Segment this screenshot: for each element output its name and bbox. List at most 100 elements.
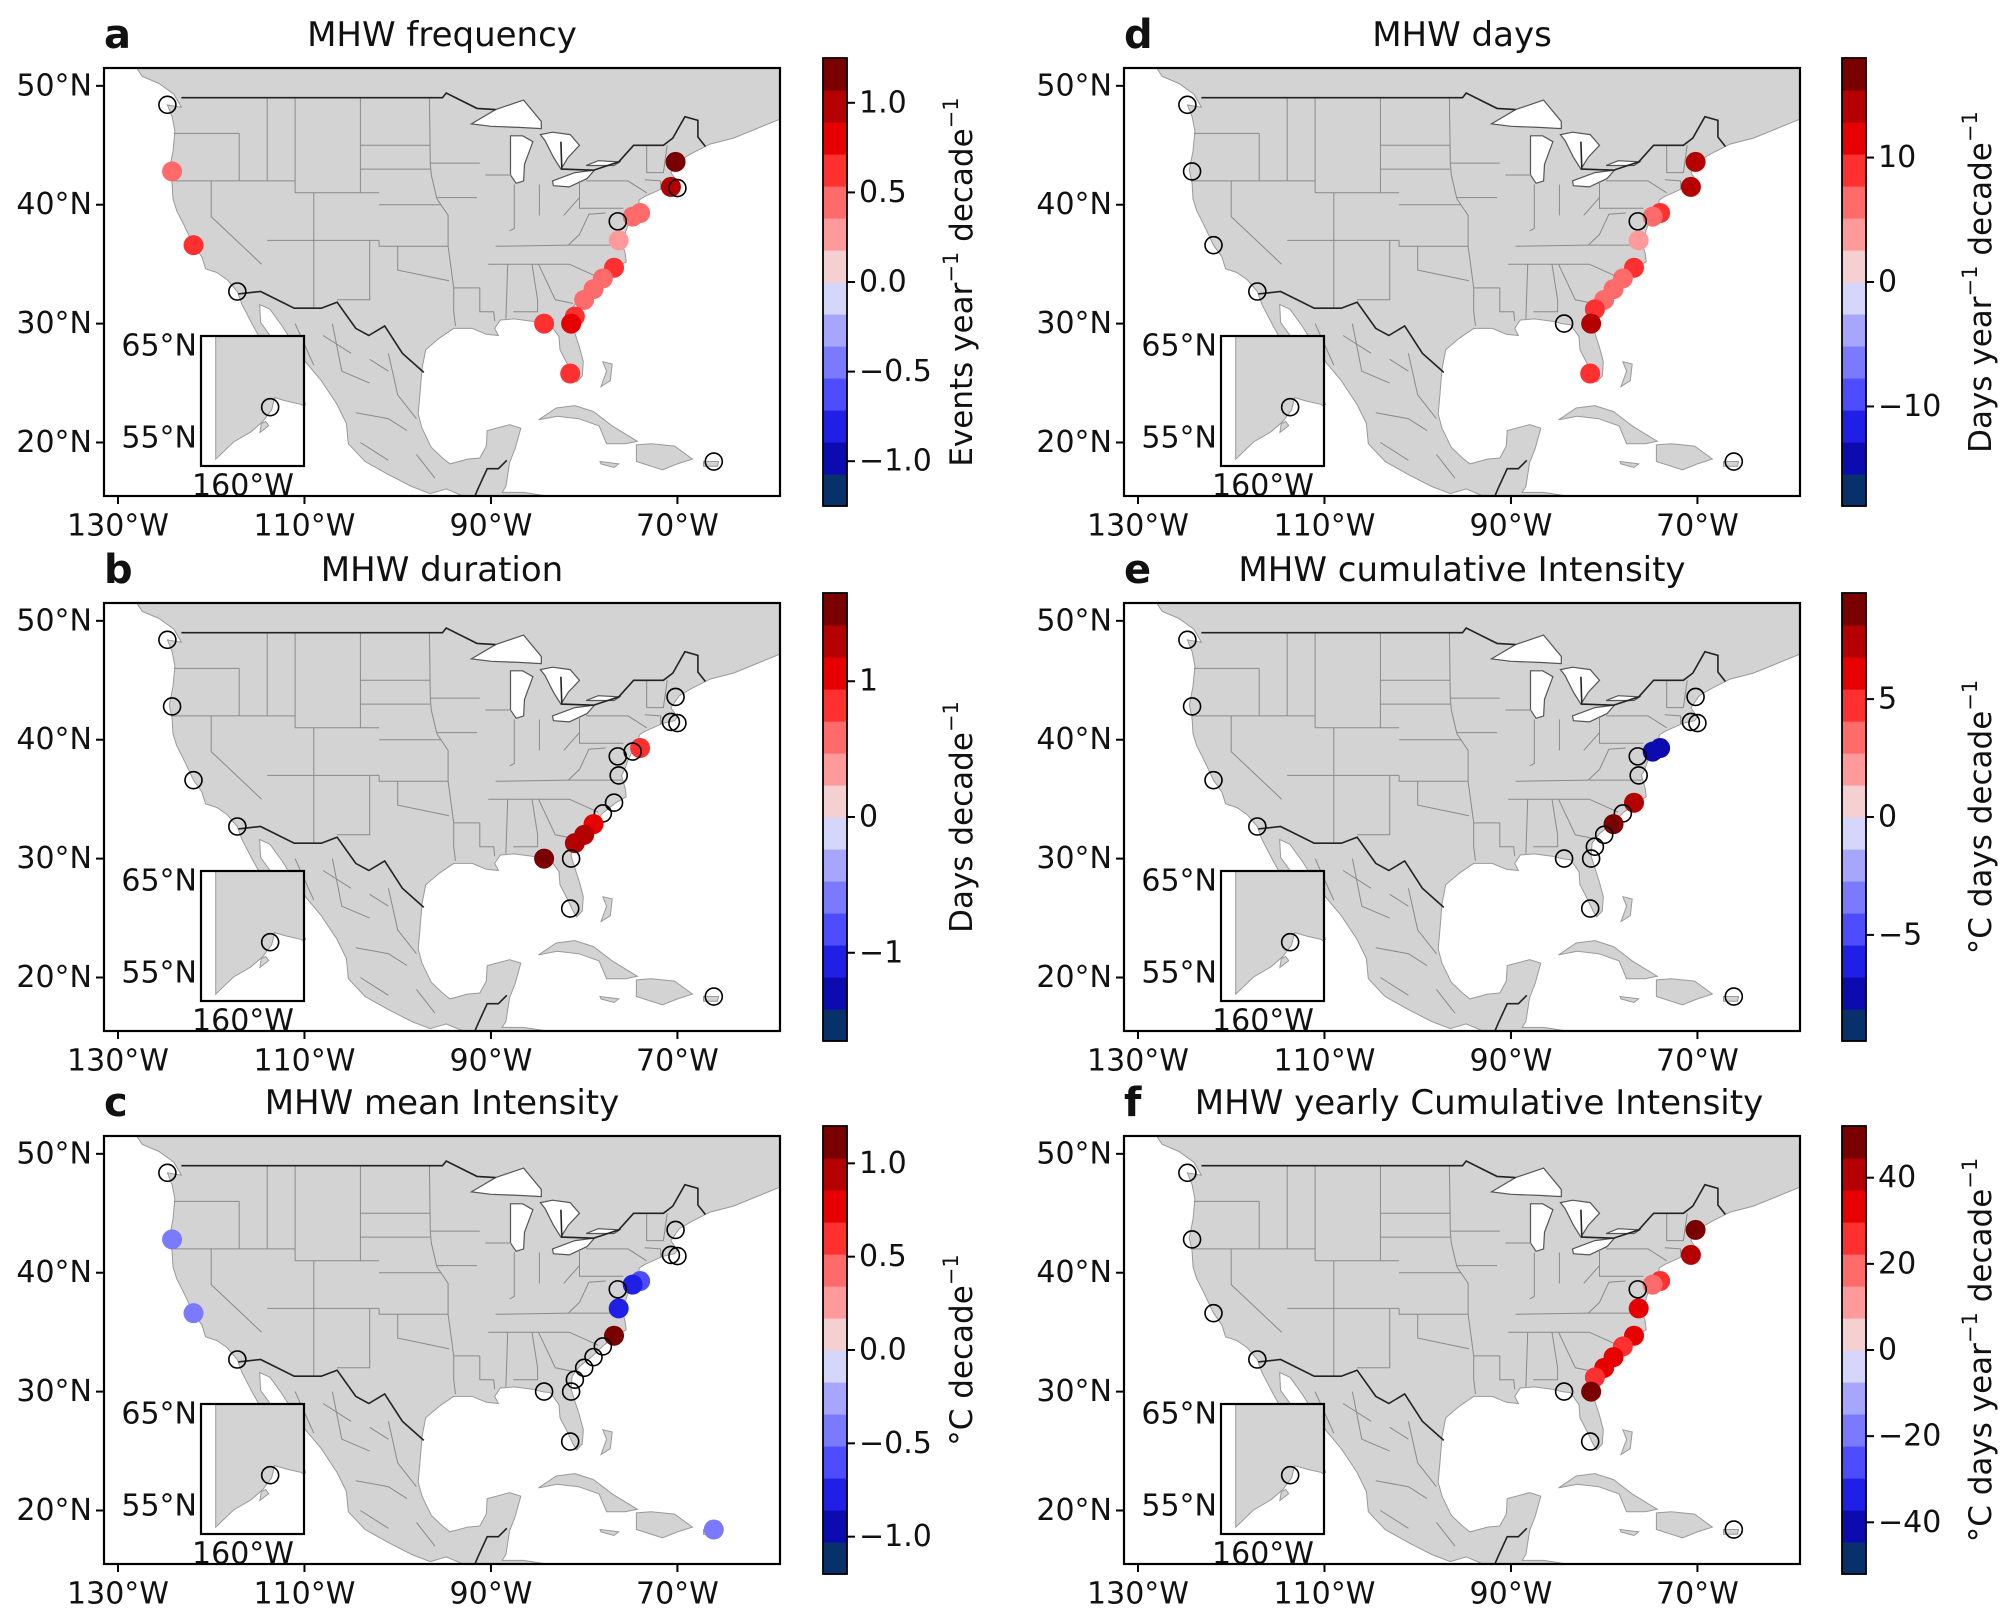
great-lake [551, 1237, 596, 1256]
station-marker-significant [162, 1229, 183, 1250]
station-marker-insignificant [1204, 1303, 1223, 1323]
caribbean-island [1558, 1473, 1659, 1513]
colorbar-segment [823, 378, 847, 411]
state-border [538, 1331, 574, 1372]
station-marker-insignificant [1182, 697, 1202, 716]
map-frame [1122, 1134, 1802, 1566]
state-border [586, 715, 647, 729]
x-tick-label: 110°W [254, 1044, 356, 1079]
y-tick-label: 40°N [16, 722, 92, 757]
station-marker-significant [1680, 1244, 1701, 1265]
station-marker-insignificant [1248, 817, 1267, 836]
country-border [1201, 1159, 1516, 1179]
north-america-land [1124, 68, 1800, 496]
station-marker-insignificant [661, 712, 681, 732]
y-tick-label: 50°N [16, 603, 92, 638]
colorbar-label: Days year−1 decade−1 [1958, 111, 1999, 453]
station-marker-significant [564, 833, 585, 854]
colorbar-segment [1842, 1009, 1866, 1042]
colorbar-segment [1842, 1382, 1866, 1415]
station-marker-significant [1628, 230, 1649, 251]
colorbar-segment [823, 1510, 847, 1543]
state-border [513, 1332, 539, 1381]
colorbar-segment [1842, 977, 1866, 1010]
country-border [238, 825, 425, 908]
caribbean-island [1619, 995, 1640, 1004]
great-lake [539, 131, 581, 171]
y-tick-label: 50°N [1036, 1136, 1112, 1171]
state-border [397, 781, 450, 817]
x-tick-label: 130°W [67, 509, 169, 544]
caribbean-island [703, 996, 720, 1002]
colorbar-segment [823, 1126, 847, 1159]
state-border [1351, 1391, 1390, 1452]
state-border [1664, 1247, 1681, 1250]
station-marker-insignificant [704, 452, 724, 471]
station-marker-insignificant [1178, 1163, 1197, 1183]
great-lake [509, 135, 534, 185]
inset-lat-label-65n: 65°N [1141, 1397, 1217, 1432]
colorbar-tick-label: 1.0 [859, 1146, 907, 1181]
state-border [369, 358, 389, 372]
state-border [322, 1403, 352, 1422]
state-border [1230, 180, 1282, 265]
colorbar-segment [1842, 817, 1866, 850]
state-border [1606, 1248, 1667, 1262]
colorbar-tick-label: −10 [1878, 389, 1941, 424]
state-border [1398, 1308, 1469, 1315]
y-tick-label: 20°N [1036, 960, 1112, 995]
panel-title: MHW mean Intensity [265, 1083, 620, 1123]
colorbar-segment [823, 410, 847, 443]
state-border [1587, 747, 1626, 781]
great-lake [509, 670, 534, 720]
station-marker-insignificant [260, 397, 280, 417]
state-border [360, 1510, 389, 1529]
alaska-land [1235, 871, 1324, 996]
colorbar-tick-label: 0.5 [859, 175, 907, 210]
inset-lat-label-55n: 55°N [1141, 956, 1217, 991]
y-tick-label: 30°N [1036, 841, 1112, 876]
colorbar-segment [823, 849, 847, 882]
state-border [1436, 1522, 1456, 1547]
inset-lon-label-160w: 160°W [192, 469, 294, 504]
alaska-land [259, 955, 270, 969]
country-border [1258, 1358, 1445, 1441]
state-border [1558, 798, 1594, 839]
station-marker-significant [183, 1303, 204, 1324]
panel-a: 65°N 55°N 160°W 130°W 110°W 90°W 70°W 50°N 40°N 3… [16, 12, 980, 544]
state-border [1407, 353, 1437, 420]
station-marker-significant [560, 363, 581, 384]
x-tick-label: 90°W [450, 1044, 533, 1079]
station-marker-insignificant [1628, 1280, 1648, 1299]
state-border [513, 799, 539, 848]
state-border [505, 1332, 509, 1387]
caribbean-island [538, 1473, 639, 1513]
x-tick-label: 90°W [450, 1577, 533, 1610]
station-marker-insignificant [1554, 849, 1574, 868]
x-tick-label: 110°W [1274, 1044, 1376, 1079]
station-marker-insignificant [1280, 932, 1300, 952]
state-border [479, 287, 496, 322]
x-tick-label: 70°W [1656, 1044, 1739, 1079]
caribbean-island [1620, 360, 1633, 388]
station-marker-insignificant [668, 1246, 687, 1266]
colorbar-tick-label: 5 [1878, 682, 1897, 717]
x-tick-label: 130°W [1087, 1044, 1189, 1079]
station-points [158, 95, 724, 471]
x-tick-label: 110°W [254, 1577, 356, 1610]
colorbar-segment [1842, 1190, 1866, 1223]
station-marker-significant [1603, 814, 1624, 835]
great-lake [551, 704, 596, 723]
station-marker-insignificant [1688, 713, 1707, 733]
y-tick-label: 20°N [16, 425, 92, 460]
alaska-inset [1235, 871, 1324, 996]
station-marker-insignificant [534, 1382, 554, 1401]
station-marker-significant [1642, 741, 1663, 762]
colorbar-tick-label: −0.5 [859, 354, 932, 389]
country-border [1258, 825, 1445, 908]
state-border [1398, 775, 1469, 782]
great-lake [1529, 670, 1554, 720]
inset-lon-label-160w: 160°W [1212, 1537, 1314, 1572]
x-tick-label: 90°W [450, 509, 533, 544]
colorbar-tick-label: −1 [859, 935, 903, 970]
